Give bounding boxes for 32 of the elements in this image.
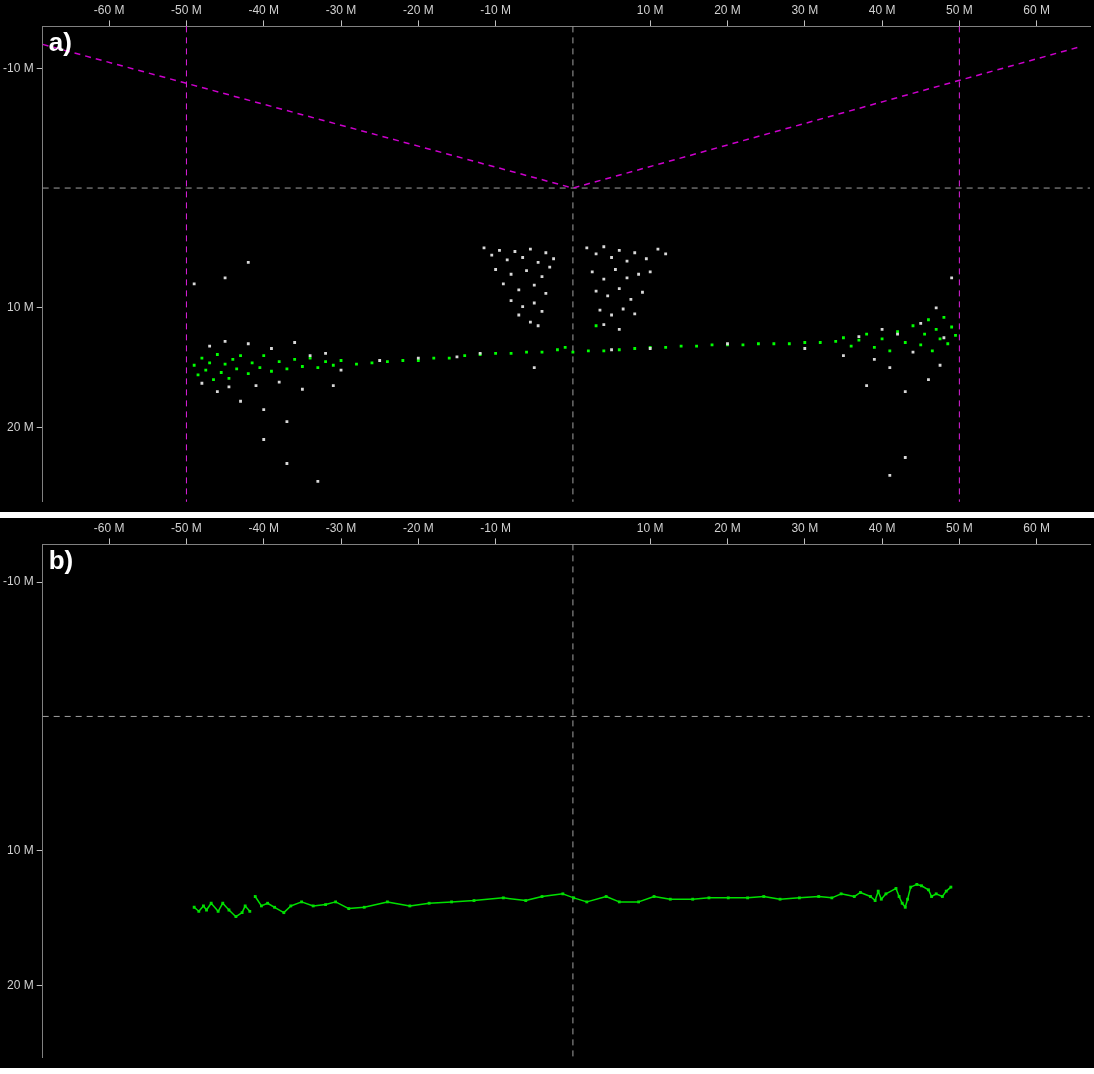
- x-tick-label: 60 M: [1023, 520, 1051, 535]
- x-tick-label: -50 M: [171, 520, 202, 535]
- x-tick-label: 30 M: [791, 2, 819, 17]
- x-tick-label: -10 M: [480, 520, 511, 535]
- x-tick-label: 10 M: [636, 520, 664, 535]
- x-tick-label: -20 M: [402, 2, 434, 17]
- y-tick-label: 10 M: [6, 300, 34, 315]
- x-tick-label: -20 M: [402, 520, 434, 535]
- x-tick-label: -40 M: [248, 520, 280, 535]
- y-tick-label: 10 M: [6, 843, 34, 858]
- x-tick-label: 40 M: [868, 520, 896, 535]
- x-tick-label: 60 M: [1023, 2, 1051, 17]
- x-tick-label: 40 M: [868, 2, 896, 17]
- x-tick-label: -60 M: [93, 520, 125, 535]
- x-tick-label: -60 M: [93, 2, 125, 17]
- chart-title: a): [48, 26, 72, 57]
- y-tick-label: 20 M: [6, 419, 34, 434]
- x-tick-label: -40 M: [248, 2, 280, 17]
- x-tick-label: -30 M: [325, 520, 357, 535]
- x-tick-label: 20 M: [714, 2, 741, 17]
- y-tick-label: -10 M: [2, 60, 34, 75]
- y-tick-label: 20 M: [6, 977, 34, 992]
- x-tick-label: 20 M: [714, 520, 741, 535]
- x-tick-label: -50 M: [171, 2, 202, 17]
- x-tick-label: 50 M: [946, 520, 973, 535]
- x-tick-label: -30 M: [325, 2, 357, 17]
- x-tick-label: 10 M: [636, 2, 664, 17]
- x-tick-label: -10 M: [480, 2, 511, 17]
- chart-title: b): [48, 544, 74, 575]
- y-tick-label: -10 M: [2, 574, 34, 589]
- x-tick-label: 30 M: [791, 520, 819, 535]
- x-tick-label: 50 M: [946, 2, 973, 17]
